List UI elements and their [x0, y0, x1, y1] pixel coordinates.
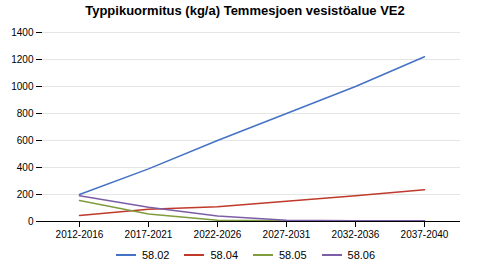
svg-text:2032-2036: 2032-2036 — [332, 229, 380, 240]
svg-text:200: 200 — [17, 189, 34, 200]
svg-text:1200: 1200 — [11, 54, 34, 65]
svg-text:0: 0 — [28, 216, 34, 227]
svg-text:600: 600 — [17, 135, 34, 146]
svg-text:800: 800 — [17, 108, 34, 119]
html-text:58.02: 58.02 — [141, 249, 170, 261]
html-text:58.04: 58.04 — [210, 249, 238, 261]
svg-text:400: 400 — [17, 162, 34, 173]
html-text:58.06: 58.06 — [347, 249, 376, 261]
svg-text:2037-2040: 2037-2040 — [401, 229, 449, 240]
html-text:58.05: 58.05 — [279, 249, 307, 261]
svg-text:2017-2021: 2017-2021 — [125, 229, 173, 240]
svg-text:2027-2031: 2027-2031 — [263, 229, 311, 240]
svg-text:2022-2026: 2022-2026 — [194, 229, 242, 240]
svg-text:1400: 1400 — [11, 27, 34, 38]
svg-text:1000: 1000 — [11, 81, 34, 92]
html-text:Typpikuormitus (kg/a) Temmesjo: Typpikuormitus (kg/a) Temmesjoen vesistö… — [85, 3, 405, 18]
svg-text:2012-2016: 2012-2016 — [56, 229, 104, 240]
